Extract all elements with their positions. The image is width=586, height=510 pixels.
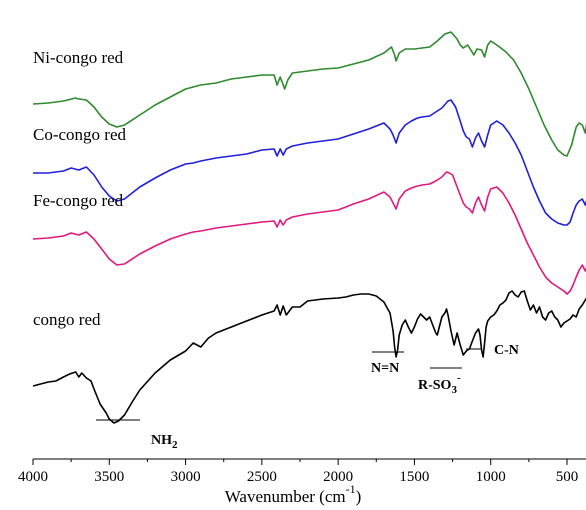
series-label-congo: congo red	[33, 310, 101, 329]
x-axis-ticks: 4000 3500 3000 2500 2000 1500 1000 500	[18, 459, 578, 485]
series-label-ni: Ni-congo red	[33, 48, 124, 67]
annot-nn: N=N	[371, 361, 399, 376]
series-label-fe: Fe-congo red	[33, 191, 124, 210]
series-layer	[32, 31, 586, 424]
x-tick-label: 3500	[94, 469, 124, 485]
x-tick-label: 3000	[171, 469, 201, 485]
x-tick-label: 2000	[323, 469, 353, 485]
series-line-3	[32, 290, 586, 424]
x-tick-label: 1000	[476, 469, 506, 485]
x-tick-label: 500	[556, 469, 579, 485]
series-line-0	[32, 31, 586, 157]
x-tick-label: 2500	[247, 469, 277, 485]
x-tick-label: 1500	[399, 469, 429, 485]
series-line-1	[33, 99, 586, 226]
series-line-2	[32, 171, 586, 295]
x-tick-label: 4000	[18, 469, 48, 485]
annot-rso3: R-SO3-	[418, 372, 461, 396]
x-axis-title: Wavenumber (cm-1)	[225, 482, 362, 506]
annot-cn: C-N	[494, 343, 519, 358]
annot-nh2: NH2	[151, 433, 178, 451]
series-label-co: Co-congo red	[33, 125, 127, 144]
